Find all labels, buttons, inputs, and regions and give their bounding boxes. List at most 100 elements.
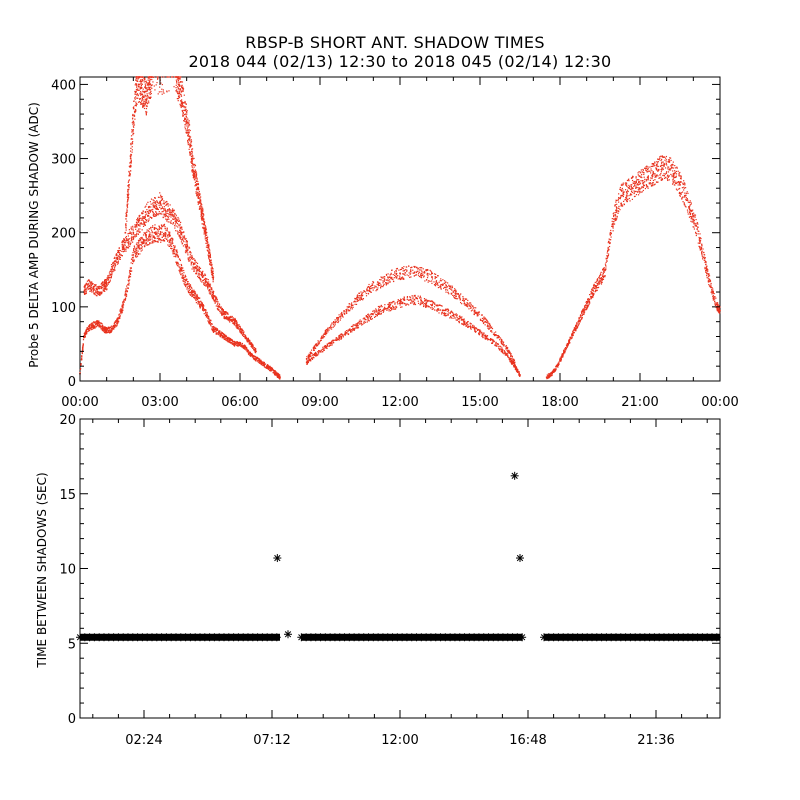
data-point	[331, 322, 333, 324]
data-point	[141, 93, 143, 96]
data-point	[182, 101, 184, 104]
data-point	[85, 332, 88, 334]
data-point	[172, 238, 174, 240]
data-point	[126, 238, 128, 240]
data-point	[126, 285, 128, 287]
data-point	[159, 202, 161, 204]
data-point	[132, 254, 135, 256]
data-point	[81, 356, 83, 358]
data-point	[200, 273, 202, 276]
data-point	[176, 82, 178, 84]
data-point	[324, 331, 326, 333]
data-point	[486, 337, 488, 339]
data-point	[100, 325, 102, 327]
data-point	[421, 301, 424, 303]
data-point	[378, 308, 380, 310]
data-point	[232, 317, 234, 319]
data-point	[417, 302, 420, 304]
data-point	[491, 342, 494, 344]
data-point	[157, 93, 159, 95]
data-point	[117, 255, 119, 257]
data-point	[249, 343, 252, 345]
data-point	[207, 321, 210, 323]
data-point	[186, 245, 188, 247]
data-point	[321, 335, 323, 337]
data-point	[133, 100, 135, 103]
data-point	[126, 220, 128, 222]
data-point	[180, 221, 182, 224]
data-point	[147, 215, 149, 217]
data-point	[506, 353, 508, 355]
data-point	[146, 88, 148, 90]
data-point	[199, 297, 201, 299]
data-point	[176, 261, 178, 263]
data-point	[236, 327, 239, 329]
data-point	[147, 211, 149, 213]
data-point	[337, 316, 340, 319]
data-point	[92, 288, 94, 290]
data-point	[184, 124, 186, 126]
data-point	[135, 247, 137, 249]
data-point	[467, 320, 469, 323]
data-point	[205, 313, 208, 315]
data-point	[189, 138, 191, 140]
data-point	[176, 251, 179, 253]
data-point	[209, 289, 211, 291]
data-point	[142, 106, 144, 109]
data-point	[148, 97, 151, 99]
data-point	[194, 292, 197, 294]
data-point	[195, 296, 197, 299]
data-point	[462, 318, 464, 321]
data-point	[137, 233, 139, 235]
data-point	[127, 190, 129, 192]
data-point	[510, 363, 513, 365]
data-point	[181, 272, 183, 275]
data-point	[152, 236, 154, 238]
data-point	[187, 252, 189, 254]
data-point	[180, 105, 182, 107]
data-point	[355, 324, 357, 326]
data-point	[157, 196, 160, 198]
data-point	[170, 222, 172, 225]
data-point	[134, 108, 137, 111]
data-point	[150, 86, 152, 88]
data-point	[176, 264, 178, 266]
data-point	[144, 214, 147, 216]
data-point	[93, 293, 95, 295]
data-point	[203, 227, 205, 229]
data-point	[359, 323, 361, 325]
data-point	[151, 238, 153, 240]
data-point	[162, 203, 164, 205]
data-point	[159, 86, 161, 88]
data-point	[110, 275, 113, 277]
data-point	[243, 333, 245, 336]
data-point	[123, 246, 125, 248]
data-point	[460, 319, 462, 321]
data-point	[230, 319, 232, 321]
data-point	[144, 94, 146, 96]
data-point	[195, 273, 198, 275]
data-point	[136, 226, 138, 228]
data-point	[498, 348, 500, 351]
data-point	[202, 207, 204, 209]
data-point	[189, 285, 191, 288]
data-point	[141, 103, 143, 105]
data-point	[203, 231, 205, 233]
data-point	[116, 257, 119, 260]
data-point	[235, 319, 237, 322]
data-point	[171, 245, 173, 247]
data-point	[474, 329, 476, 331]
data-point	[146, 103, 148, 105]
data-point	[240, 328, 242, 330]
data-point	[133, 132, 135, 135]
data-point	[92, 327, 94, 330]
data-point	[417, 295, 419, 297]
data-point	[145, 110, 147, 113]
data-point	[144, 233, 147, 235]
data-point	[162, 232, 165, 235]
data-point	[185, 131, 188, 133]
data-point	[137, 94, 139, 96]
data-point	[277, 372, 279, 375]
data-point	[155, 205, 158, 208]
data-point	[130, 135, 133, 137]
